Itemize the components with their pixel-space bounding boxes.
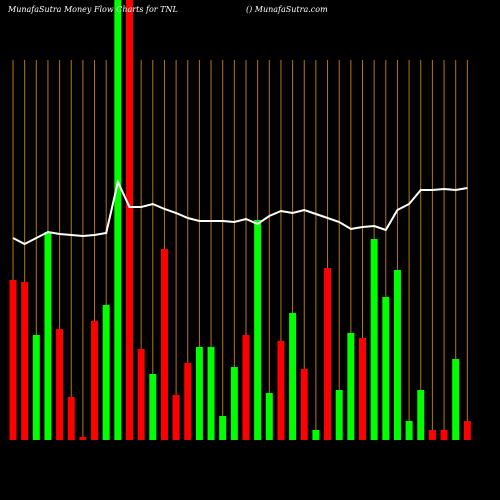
bar <box>463 421 471 440</box>
bar <box>79 437 87 440</box>
bar <box>91 321 99 440</box>
bar <box>300 369 308 440</box>
money-flow-line <box>12 178 468 246</box>
bar <box>44 232 52 440</box>
bar <box>254 220 262 440</box>
bar <box>324 268 332 440</box>
bar <box>56 329 64 440</box>
bar <box>417 390 425 440</box>
bar <box>230 367 238 440</box>
bar <box>195 347 203 440</box>
bar <box>382 297 390 440</box>
bar <box>160 249 168 440</box>
bar <box>405 421 413 440</box>
bar <box>207 347 215 440</box>
bar <box>452 359 460 440</box>
plot <box>9 0 471 440</box>
chart-title: MunafaSutra Money Flow Charts for TNL <box>7 5 178 14</box>
bar <box>21 282 29 440</box>
bar <box>359 338 366 440</box>
bar <box>393 270 401 440</box>
bar <box>370 239 378 440</box>
bar <box>277 341 285 440</box>
bar <box>219 416 227 440</box>
bar <box>428 430 436 440</box>
bar <box>242 335 250 440</box>
bar <box>102 305 110 440</box>
bar <box>265 393 273 440</box>
bar <box>126 0 133 440</box>
bar <box>347 333 355 440</box>
bar <box>137 349 145 440</box>
chart-subtitle: () MunafaSutra.com <box>246 5 328 14</box>
bar <box>114 0 122 440</box>
bar <box>312 430 320 440</box>
bar <box>149 374 157 440</box>
bar <box>440 430 448 440</box>
bar <box>32 335 40 440</box>
bar <box>172 395 180 440</box>
bar <box>184 363 192 440</box>
bar <box>289 313 297 440</box>
bar <box>67 397 75 440</box>
bar <box>9 280 17 440</box>
bar <box>335 390 343 440</box>
